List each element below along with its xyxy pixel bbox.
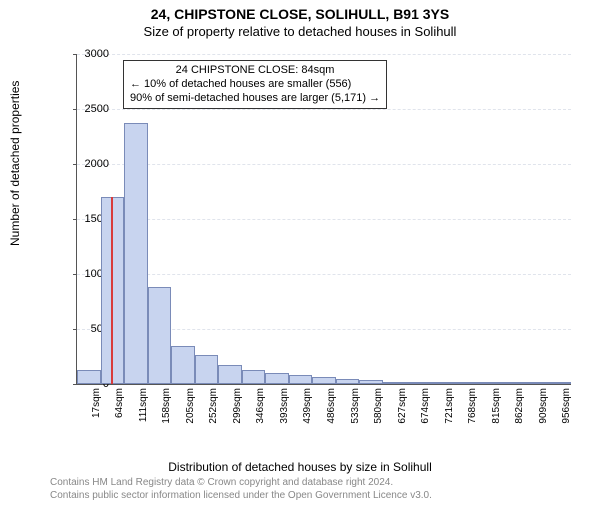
histogram-bar [524, 382, 548, 384]
annotation-line-1: 24 CHIPSTONE CLOSE: 84sqm [130, 64, 380, 78]
xtick-label: 158sqm [161, 388, 172, 432]
xtick-label: 674sqm [420, 388, 431, 432]
xtick-label: 627sqm [397, 388, 408, 432]
xtick-label: 580sqm [373, 388, 384, 432]
xtick-label: 956sqm [561, 388, 572, 432]
gridline [77, 54, 571, 55]
histogram-bar [359, 380, 383, 384]
x-axis-label: Distribution of detached houses by size … [0, 460, 600, 474]
histogram-bar [430, 382, 454, 384]
histogram-bar [312, 377, 336, 384]
xtick-label: 768sqm [467, 388, 478, 432]
page-title: 24, CHIPSTONE CLOSE, SOLIHULL, B91 3YS [0, 6, 600, 22]
annotation-box: 24 CHIPSTONE CLOSE: 84sqm ← 10% of detac… [123, 60, 387, 109]
histogram-bar [265, 373, 289, 384]
histogram-bar [148, 287, 172, 384]
histogram-bar [477, 382, 501, 384]
histogram-bar [242, 370, 266, 384]
reference-marker [111, 197, 113, 384]
xtick-label: 252sqm [208, 388, 219, 432]
ytick-label: 3000 [69, 48, 109, 60]
xtick-label: 346sqm [255, 388, 266, 432]
xtick-label: 862sqm [514, 388, 525, 432]
histogram-bar [500, 382, 524, 384]
xtick-label: 17sqm [91, 388, 102, 432]
histogram-bar [383, 382, 407, 384]
plot-region: 24 CHIPSTONE CLOSE: 84sqm ← 10% of detac… [76, 54, 571, 385]
footer-line-1: Contains HM Land Registry data © Crown c… [50, 477, 432, 490]
xtick-label: 111sqm [138, 388, 149, 432]
histogram-bar [218, 365, 242, 384]
xtick-label: 486sqm [326, 388, 337, 432]
histogram-bar [124, 123, 148, 384]
chart-area: 24 CHIPSTONE CLOSE: 84sqm ← 10% of detac… [40, 54, 570, 434]
footer-attribution: Contains HM Land Registry data © Crown c… [50, 477, 432, 502]
annotation-line-2: ← 10% of detached houses are smaller (55… [130, 78, 380, 92]
xtick-label: 909sqm [538, 388, 549, 432]
ytick-label: 2500 [69, 103, 109, 115]
xtick-label: 815sqm [491, 388, 502, 432]
histogram-bar [289, 375, 313, 384]
footer-line-2: Contains public sector information licen… [50, 490, 432, 503]
gridline [77, 219, 571, 220]
xtick-label: 533sqm [350, 388, 361, 432]
histogram-bar [171, 346, 195, 385]
histogram-bar [77, 370, 101, 384]
y-axis-label: Number of detached properties [8, 81, 22, 246]
histogram-bar [406, 382, 430, 384]
xtick-label: 205sqm [185, 388, 196, 432]
annotation-line-3: 90% of semi-detached houses are larger (… [130, 92, 380, 106]
xtick-label: 299sqm [232, 388, 243, 432]
histogram-bar [195, 355, 219, 384]
page-subtitle: Size of property relative to detached ho… [0, 24, 600, 39]
ytick-label: 2000 [69, 158, 109, 170]
histogram-bar [336, 379, 360, 385]
gridline [77, 274, 571, 275]
xtick-label: 64sqm [114, 388, 125, 432]
xtick-label: 439sqm [302, 388, 313, 432]
gridline [77, 164, 571, 165]
histogram-bar [453, 382, 477, 384]
xtick-label: 393sqm [279, 388, 290, 432]
histogram-bar [547, 382, 571, 384]
xtick-label: 721sqm [444, 388, 455, 432]
gridline [77, 109, 571, 110]
